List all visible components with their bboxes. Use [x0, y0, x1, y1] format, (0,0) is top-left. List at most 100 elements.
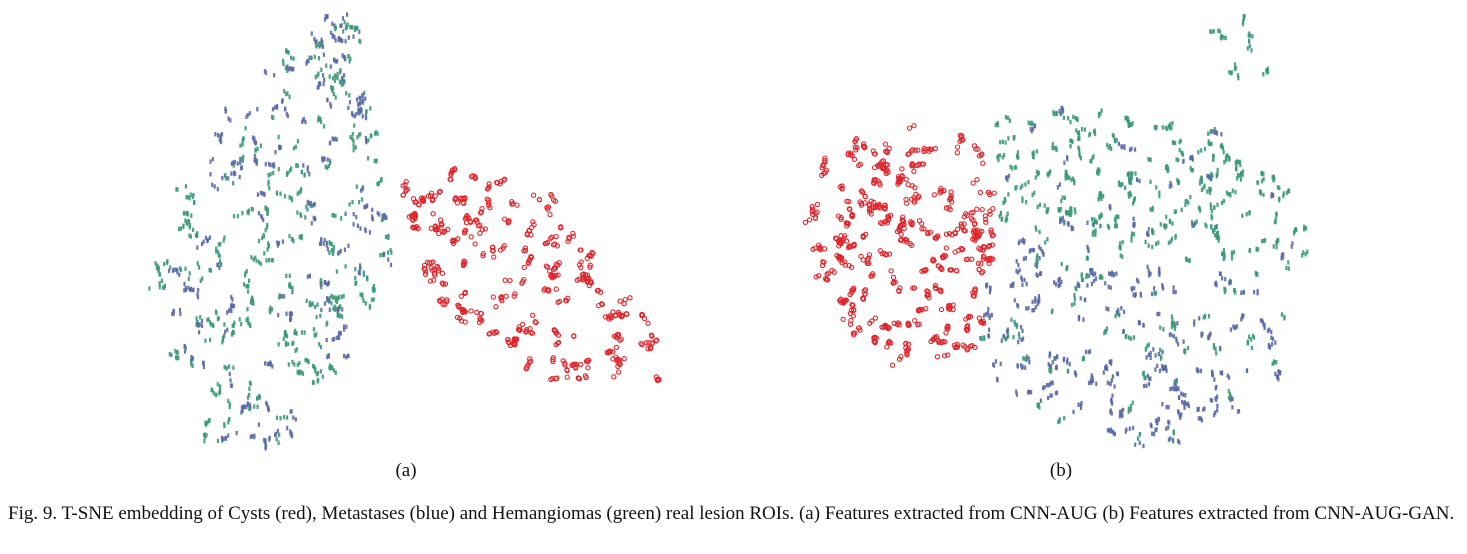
scatter-point-metastases — [359, 100, 362, 105]
scatter-point-metastases — [1282, 252, 1285, 257]
scatter-point-cysts — [490, 248, 496, 254]
scatter-point-metastases — [1057, 277, 1060, 283]
scatter-point-metastases — [339, 331, 342, 336]
scatter-point-metastases — [226, 327, 229, 332]
scatter-point-hemangiomas — [1007, 115, 1010, 121]
scatter-point-hemangiomas — [256, 146, 259, 152]
scatter-point-hemangiomas — [330, 242, 333, 247]
scatter-point-hemangiomas — [1251, 34, 1254, 39]
scatter-point-metastases — [1107, 284, 1110, 290]
scatter-point-metastases — [1178, 440, 1181, 445]
scatter-point-metastases — [1149, 355, 1152, 360]
scatter-point-hemangiomas — [1126, 118, 1129, 124]
scatter-point-metastases — [320, 307, 323, 313]
scatter-point-cysts — [921, 226, 927, 232]
scatter-point-hemangiomas — [1167, 168, 1170, 173]
scatter-point-hemangiomas — [1129, 407, 1132, 412]
scatter-point-metastases — [1078, 315, 1081, 320]
scatter-point-metastases — [196, 245, 199, 250]
scatter-point-metastases — [339, 23, 342, 28]
scatter-point-metastases — [1049, 363, 1052, 369]
scatter-point-hemangiomas — [1166, 165, 1169, 170]
scatter-point-metastases — [1139, 293, 1143, 298]
scatter-point-metastases — [333, 23, 336, 28]
scatter-point-metastases — [1049, 381, 1052, 387]
scatter-point-metastases — [1057, 283, 1060, 289]
scatter-point-hemangiomas — [331, 86, 334, 91]
scatter-point-metastases — [235, 430, 238, 436]
scatter-point-hemangiomas — [1169, 239, 1173, 244]
scatter-point-metastases — [273, 73, 276, 78]
scatter-point-metastases — [1015, 392, 1018, 397]
scatter-point-cysts — [486, 331, 492, 337]
scatter-point-cysts — [850, 307, 857, 313]
scatter-point-cysts — [615, 309, 622, 316]
scatter-point-cysts — [919, 226, 925, 232]
scatter-point-hemangiomas — [1113, 223, 1117, 229]
scatter-point-hemangiomas — [1230, 70, 1233, 75]
scatter-point-hemangiomas — [1031, 192, 1034, 197]
scatter-point-metastases — [320, 237, 323, 242]
scatter-point-hemangiomas — [1172, 429, 1175, 434]
scatter-point-cysts — [615, 369, 622, 375]
tsne-scatter-a — [148, 12, 662, 451]
scatter-point-hemangiomas — [1242, 16, 1245, 21]
scatter-point-cysts — [838, 233, 844, 239]
scatter-point-metastases — [1061, 215, 1064, 221]
scatter-point-hemangiomas — [245, 317, 248, 323]
scatter-point-hemangiomas — [1177, 157, 1180, 163]
scatter-point-hemangiomas — [1262, 72, 1265, 77]
scatter-point-metastases — [227, 433, 230, 438]
scatter-point-metastases — [228, 371, 231, 377]
scatter-point-metastases — [323, 280, 326, 285]
scatter-point-cysts — [966, 313, 972, 320]
scatter-point-cysts — [981, 254, 987, 260]
scatter-point-metastases — [1214, 130, 1217, 135]
scatter-point-hemangiomas — [254, 255, 257, 260]
scatter-point-cysts — [848, 150, 854, 156]
scatter-point-hemangiomas — [1162, 327, 1165, 332]
scatter-point-hemangiomas — [1173, 326, 1176, 332]
scatter-point-cysts — [869, 318, 875, 324]
scatter-point-cysts — [654, 337, 660, 343]
scatter-point-metastases — [333, 35, 336, 40]
scatter-point-cysts — [456, 303, 462, 309]
scatter-point-metastases — [1124, 429, 1127, 434]
scatter-point-metastases — [1203, 406, 1206, 411]
scatter-point-hemangiomas — [1215, 223, 1218, 229]
scatter-point-metastases — [202, 360, 205, 365]
scatter-point-metastases — [1182, 339, 1185, 344]
scatter-point-hemangiomas — [286, 68, 289, 73]
scatter-point-cysts — [837, 257, 843, 263]
scatter-point-hemangiomas — [294, 144, 297, 150]
scatter-point-cysts — [884, 344, 890, 350]
scatter-point-hemangiomas — [337, 295, 340, 301]
scatter-point-hemangiomas — [1080, 127, 1084, 132]
scatter-point-hemangiomas — [224, 173, 227, 178]
scatter-point-hemangiomas — [277, 134, 280, 140]
scatter-point-cysts — [580, 271, 587, 277]
scatter-point-cysts — [978, 261, 984, 267]
scatter-point-hemangiomas — [287, 50, 290, 55]
scatter-point-hemangiomas — [1262, 192, 1265, 198]
scatter-point-hemangiomas — [1037, 403, 1040, 408]
scatter-point-metastases — [345, 324, 348, 330]
scatter-point-hemangiomas — [316, 302, 319, 307]
scatter-point-hemangiomas — [249, 381, 252, 386]
scatter-point-cysts — [570, 230, 576, 237]
scatter-point-metastases — [1090, 373, 1093, 378]
scatter-point-metastases — [1212, 129, 1215, 134]
scatter-point-cysts — [946, 204, 952, 211]
scatter-point-hemangiomas — [1038, 202, 1042, 208]
scatter-point-hemangiomas — [256, 396, 259, 401]
scatter-point-hemangiomas — [1227, 389, 1230, 394]
scatter-point-hemangiomas — [354, 280, 357, 286]
scatter-point-hemangiomas — [1159, 325, 1162, 330]
scatter-point-hemangiomas — [1210, 141, 1213, 146]
scatter-point-metastases — [988, 315, 991, 320]
scatter-point-cysts — [454, 200, 461, 206]
scatter-point-cysts — [621, 356, 627, 362]
scatter-point-metastases — [178, 272, 181, 278]
scatter-point-metastases — [329, 30, 333, 35]
scatter-point-cysts — [482, 226, 488, 232]
